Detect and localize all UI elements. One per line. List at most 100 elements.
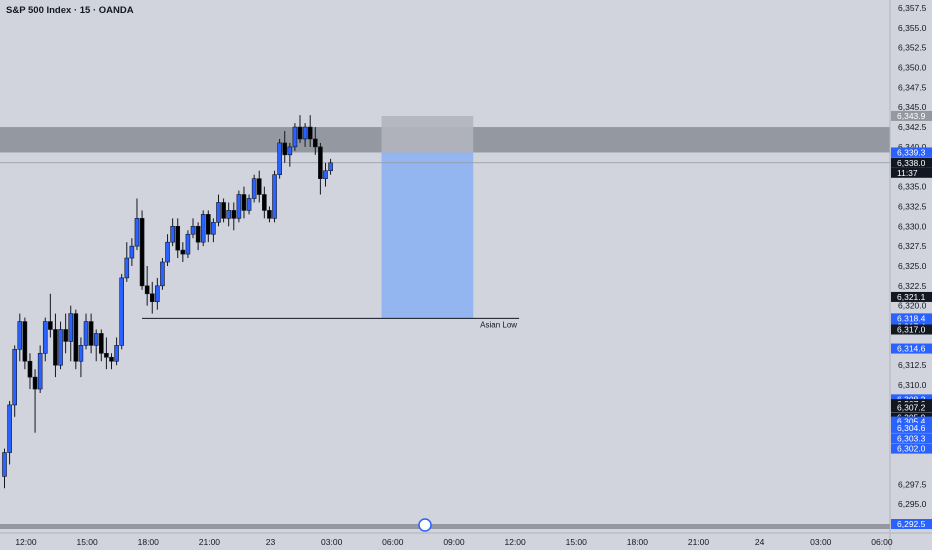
- price-label-text: 6,343.9: [897, 111, 926, 121]
- candle-body: [149, 293, 155, 303]
- price-tick-label: 6,352.5: [898, 43, 927, 53]
- candle-body: [256, 178, 262, 195]
- candle-body: [129, 245, 135, 259]
- time-tick-label: 21:00: [688, 537, 710, 547]
- asian-low-label: Asian Low: [480, 320, 517, 329]
- price-label-text: 6,304.6: [897, 423, 926, 433]
- price-tick-label: 6,332.5: [898, 201, 927, 211]
- price-tick-label: 6,335.0: [898, 182, 927, 192]
- candle-body: [251, 178, 257, 199]
- time-tick-label: 15:00: [76, 537, 98, 547]
- time-scrollbar: [0, 524, 890, 529]
- candle-body: [282, 142, 288, 156]
- price-label-box: [891, 433, 932, 444]
- price-tick-label: 6,357.5: [898, 3, 927, 13]
- time-tick-label: 15:00: [566, 537, 588, 547]
- candle-body: [297, 126, 303, 140]
- price-label-box: [891, 110, 932, 121]
- candle-body: [292, 126, 298, 148]
- candle-body: [7, 404, 12, 453]
- candle-body: [312, 138, 318, 148]
- candle-body: [318, 146, 323, 179]
- candle-body: [231, 210, 237, 219]
- candle-body: [190, 225, 196, 235]
- price-label-box: [891, 519, 932, 529]
- candle-body: [221, 202, 226, 219]
- price-label-text: 6,318.4: [897, 313, 926, 323]
- symbol-title[interactable]: S&P 500 Index · 15 · OANDA: [6, 5, 134, 16]
- price-label-box: [891, 147, 932, 158]
- price-tick-label: 6,340.0: [898, 142, 927, 152]
- candle-body: [73, 313, 79, 362]
- price-label-text: 6,317.0: [897, 324, 926, 334]
- price-label-box: [891, 422, 932, 433]
- candle-body: [144, 285, 150, 295]
- candle-body: [206, 214, 211, 235]
- candle-body: [200, 214, 206, 243]
- price-tick-label: 6,347.5: [898, 82, 927, 92]
- candle-body: [83, 321, 89, 346]
- price-tick-label: 6,325.0: [898, 261, 927, 271]
- price-tick-label: 6,327.5: [898, 241, 927, 251]
- price-label-box: [891, 157, 932, 168]
- candle-body: [211, 222, 216, 235]
- candle-body: [328, 162, 333, 172]
- price-tick-label: 6,322.5: [898, 281, 927, 291]
- time-tick-label: 21:00: [199, 537, 221, 547]
- candle-body: [302, 126, 308, 140]
- candle-body: [307, 126, 313, 140]
- time-tick-label: 09:00: [443, 537, 465, 547]
- candle-body: [78, 345, 84, 362]
- candle-body: [17, 321, 23, 350]
- price-tick-label: 6,350.0: [898, 63, 927, 73]
- price-tick-label: 6,310.0: [898, 380, 927, 390]
- candle-body: [119, 277, 124, 346]
- candle-body: [32, 376, 38, 390]
- candle-body: [155, 285, 160, 303]
- candle-body: [63, 329, 68, 342]
- price-label-box: [891, 402, 932, 413]
- candle-body: [262, 194, 267, 211]
- price-tick-label: 6,295.0: [898, 499, 927, 509]
- price-label-box: [891, 416, 932, 427]
- candle-body: [124, 257, 130, 279]
- candle-body: [93, 333, 99, 346]
- candle-body: [134, 218, 140, 247]
- candle-body: [277, 142, 282, 175]
- candle-body: [267, 210, 272, 219]
- price-label-text: 6,339.3: [897, 147, 926, 157]
- candle-body: [160, 261, 165, 287]
- candle-body: [114, 345, 119, 362]
- candle-body: [27, 360, 33, 378]
- candle-body: [216, 202, 221, 223]
- price-label-box: [891, 343, 932, 354]
- candle-body: [185, 233, 191, 255]
- price-tick-label: 6,297.5: [898, 479, 927, 489]
- price-label-box: [891, 291, 932, 302]
- candle-body: [68, 313, 74, 342]
- price-label-text: 6,305.4: [897, 417, 926, 427]
- candle-body: [109, 356, 114, 362]
- price-label-text: 6,338.0: [897, 158, 926, 168]
- candle-body: [175, 225, 181, 251]
- time-tick-label: 06:00: [382, 537, 404, 547]
- time-tick-label: 12:00: [504, 537, 526, 547]
- price-tick-label: 6,312.5: [898, 360, 927, 370]
- candle-body: [241, 194, 247, 211]
- countdown-text: 11:37: [897, 168, 918, 178]
- candle-body: [287, 146, 293, 156]
- candle-body: [226, 210, 231, 219]
- price-tick-label: 6,345.0: [898, 102, 927, 112]
- price-label-text: 6,307.2: [897, 402, 926, 412]
- price-tick-label: 6,320.0: [898, 301, 927, 311]
- candle-body: [170, 225, 175, 243]
- candle-body: [48, 321, 53, 330]
- time-tick-label: 12:00: [15, 537, 37, 547]
- position-target-zone: [381, 152, 474, 319]
- candle-body: [323, 170, 328, 179]
- candle-body: [195, 225, 201, 243]
- candle-body: [139, 218, 145, 287]
- candle-body: [180, 249, 186, 255]
